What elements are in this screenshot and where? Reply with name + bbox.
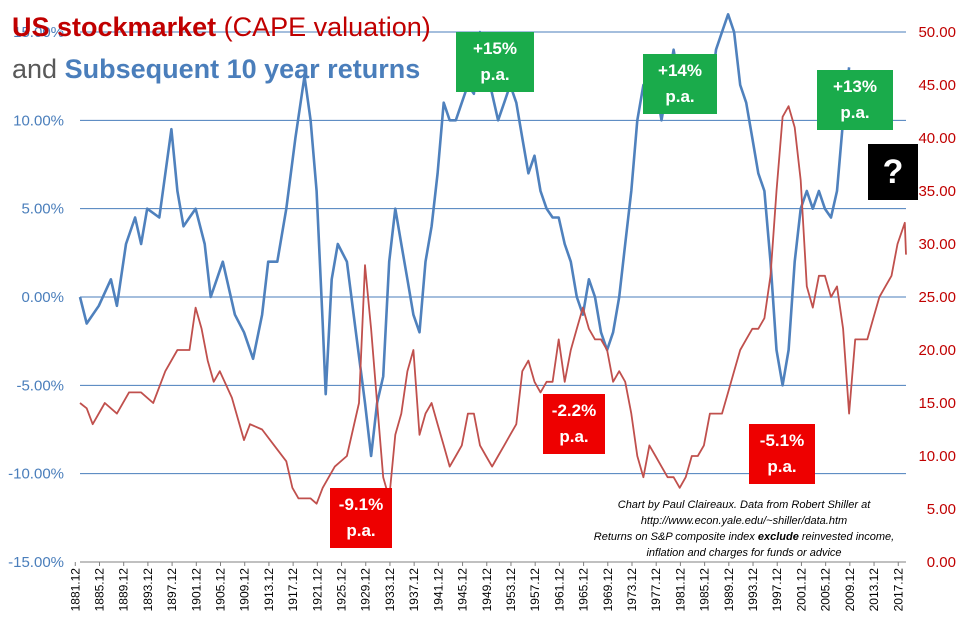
x-tick-label: 1933.12 bbox=[383, 568, 397, 612]
credit-line3-c: reinvested income, bbox=[798, 531, 895, 543]
callout-unit: p.a. bbox=[840, 103, 870, 122]
credit-line3-b: exclude bbox=[757, 531, 799, 543]
credit-line1: Chart by Paul Claireaux. Data from Rober… bbox=[617, 499, 871, 511]
x-tick-label: 1961.12 bbox=[552, 568, 566, 612]
x-tick-label: 1893.12 bbox=[141, 568, 155, 612]
x-tick-label: 1937.12 bbox=[407, 568, 421, 612]
callout-value: +13% bbox=[833, 77, 877, 96]
callout-minus5-1: -5.1% p.a. bbox=[749, 424, 815, 484]
left-tick-label: 0.00% bbox=[21, 289, 64, 306]
right-tick-label: 20.00 bbox=[918, 342, 956, 359]
chart-credit: Chart by Paul Claireaux. Data from Rober… bbox=[574, 497, 914, 561]
callout-unit: p.a. bbox=[346, 521, 376, 540]
callout-value: -5.1% bbox=[759, 431, 805, 450]
title-and: and bbox=[12, 54, 58, 84]
left-tick-label: -15.00% bbox=[8, 554, 64, 571]
title-returns-bold: Subsequent 10 year returns bbox=[64, 54, 421, 84]
right-tick-label: 25.00 bbox=[918, 289, 956, 306]
right-axis: 0.00 5.00 10.00 15.00 20.00 25.00 30.00 35.00 40… bbox=[918, 24, 956, 571]
title-cape-normal: (CAPE valuation) bbox=[223, 12, 431, 42]
callout-value: -9.1% bbox=[338, 495, 384, 514]
credit-line3: Returns on S&P composite index exclude r… bbox=[574, 529, 914, 545]
question-mark-box: ? bbox=[868, 144, 918, 200]
x-tick-label: 1925.12 bbox=[335, 568, 349, 612]
right-tick-label: 40.00 bbox=[918, 130, 956, 147]
x-tick-label: 1945.12 bbox=[456, 568, 470, 612]
callout-minus9-1: -9.1% p.a. bbox=[330, 488, 392, 548]
x-tick-label: 1973.12 bbox=[625, 568, 639, 612]
x-axis: 1881.12 1885.12 1889.12 1893.12 1897.12 1901.… bbox=[68, 561, 906, 612]
x-tick-label: 2013.12 bbox=[867, 568, 881, 612]
callout-plus14: +14% p.a. bbox=[643, 54, 717, 114]
x-tick-label: 1929.12 bbox=[359, 568, 373, 612]
returns-series-line bbox=[78, 13, 851, 458]
right-tick-label: 30.00 bbox=[918, 236, 956, 253]
x-tick-label: 2009.12 bbox=[843, 568, 857, 612]
left-tick-label: 15.00% bbox=[13, 24, 64, 41]
callout-value: +14% bbox=[658, 61, 702, 80]
left-tick-label: 10.00% bbox=[13, 112, 64, 129]
x-tick-label: 1901.12 bbox=[189, 568, 203, 612]
credit-line4: inflation and charges for funds or advic… bbox=[646, 547, 842, 559]
right-tick-label: 0.00 bbox=[927, 554, 956, 571]
x-tick-label: 1909.12 bbox=[238, 568, 252, 612]
callout-unit: p.a. bbox=[559, 427, 589, 446]
series-lines bbox=[78, 13, 907, 505]
x-tick-label: 1885.12 bbox=[92, 568, 106, 612]
right-tick-label: 35.00 bbox=[918, 183, 956, 200]
right-tick-label: 5.00 bbox=[927, 501, 956, 518]
x-tick-label: 1905.12 bbox=[214, 568, 228, 612]
credit-line3-a: Returns on S&P composite index bbox=[593, 531, 758, 543]
chart-title-line1: US stockmarket (CAPE valuation) bbox=[12, 12, 431, 43]
x-tick-label: 1985.12 bbox=[698, 568, 712, 612]
x-tick-label: 1889.12 bbox=[117, 568, 131, 612]
right-tick-label: 50.00 bbox=[918, 24, 956, 41]
x-tick-label: 2017.12 bbox=[891, 568, 905, 612]
callout-unit: p.a. bbox=[665, 87, 695, 106]
x-tick-label: 1997.12 bbox=[770, 568, 784, 612]
callout-unit: p.a. bbox=[480, 65, 510, 84]
x-tick-label: 1949.12 bbox=[480, 568, 494, 612]
chart-title-line2: and Subsequent 10 year returns bbox=[12, 54, 420, 85]
x-tick-label: 1953.12 bbox=[504, 568, 518, 612]
cape-series-line bbox=[79, 105, 907, 505]
x-tick-label: 1957.12 bbox=[528, 568, 542, 612]
x-tick-label: 1981.12 bbox=[673, 568, 687, 612]
x-tick-label: 1977.12 bbox=[649, 568, 663, 612]
callout-value: +15% bbox=[473, 39, 517, 58]
callout-plus13: +13% p.a. bbox=[817, 70, 893, 130]
credit-line2: http://www.econ.yale.edu/~shiller/data.h… bbox=[640, 515, 848, 527]
x-tick-label: 1897.12 bbox=[165, 568, 179, 612]
left-axis: -15.00% -10.00% -5.00% 0.00% 5.00% 10.00% 15.0… bbox=[8, 24, 64, 571]
left-tick-label: 5.00% bbox=[21, 201, 64, 218]
x-tick-label: 1941.12 bbox=[431, 568, 445, 612]
title-cape-bold: US stockmarket bbox=[12, 12, 217, 42]
x-tick-label: 1989.12 bbox=[722, 568, 736, 612]
callout-minus2-2: -2.2% p.a. bbox=[543, 394, 605, 454]
callout-unit: p.a. bbox=[767, 457, 797, 476]
x-tick-label: 1913.12 bbox=[262, 568, 276, 612]
left-tick-label: -10.00% bbox=[8, 466, 64, 483]
x-tick-label: 1965.12 bbox=[577, 568, 591, 612]
left-tick-label: -5.00% bbox=[16, 377, 64, 394]
x-tick-label: 2001.12 bbox=[794, 568, 808, 612]
right-tick-label: 10.00 bbox=[918, 448, 956, 465]
x-tick-label: 1993.12 bbox=[746, 568, 760, 612]
x-tick-label: 2005.12 bbox=[819, 568, 833, 612]
x-tick-label: 1917.12 bbox=[286, 568, 300, 612]
callout-plus15: +15% p.a. bbox=[456, 32, 534, 92]
x-tick-label: 1921.12 bbox=[310, 568, 324, 612]
right-tick-label: 45.00 bbox=[918, 77, 956, 94]
gridlines bbox=[80, 31, 906, 563]
right-tick-label: 15.00 bbox=[918, 395, 956, 412]
callout-value: -2.2% bbox=[551, 401, 597, 420]
x-tick-label: 1881.12 bbox=[68, 568, 82, 612]
x-tick-label: 1969.12 bbox=[601, 568, 615, 612]
